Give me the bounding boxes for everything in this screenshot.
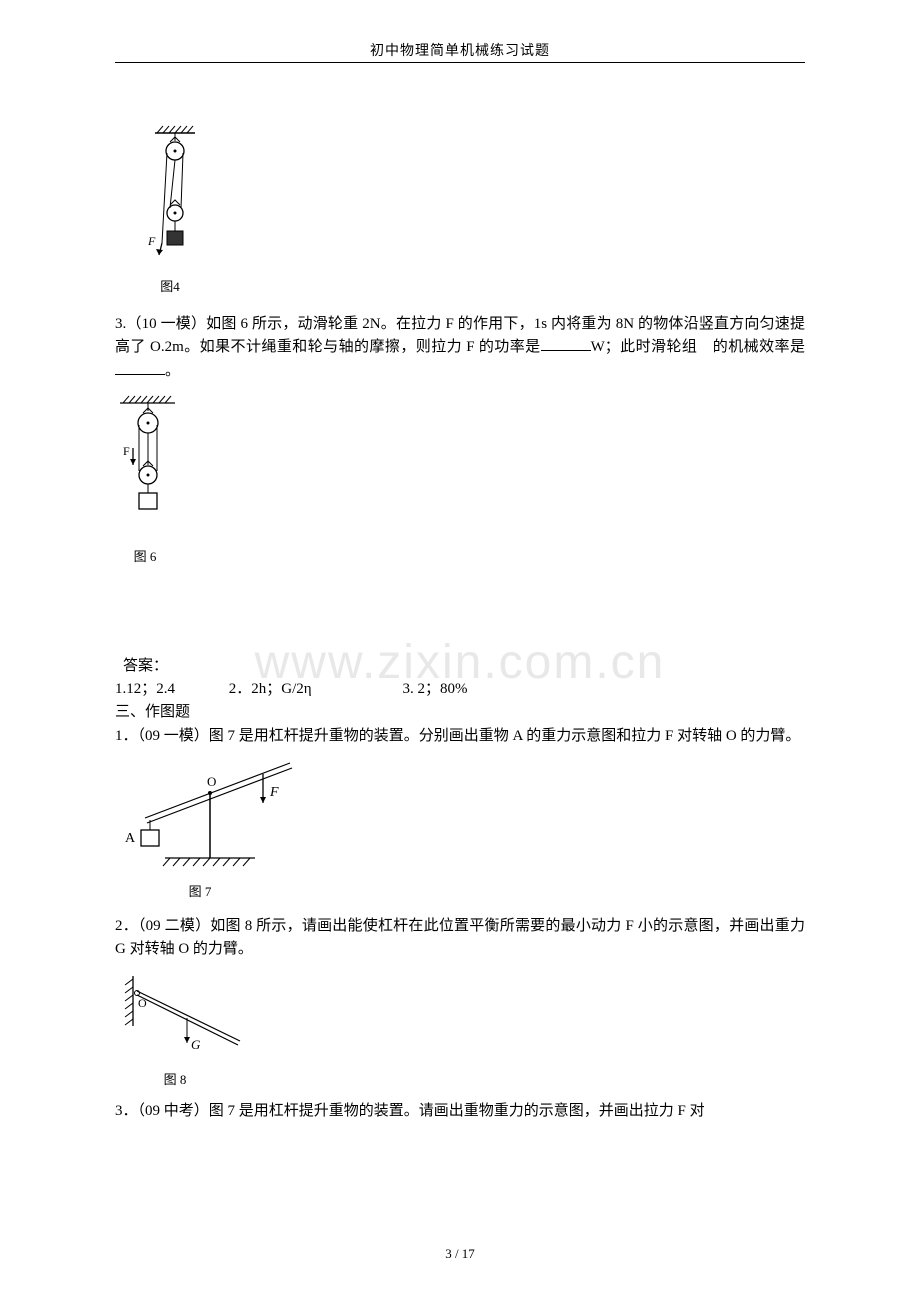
figure-6-label-f: F bbox=[123, 444, 130, 458]
figure-4-caption: 图4 bbox=[145, 276, 195, 295]
figure-8-svg: O G bbox=[115, 971, 255, 1066]
figure-4: F 图4 bbox=[145, 123, 805, 295]
blank-efficiency[interactable] bbox=[115, 360, 165, 375]
figure-8-label-g: G bbox=[191, 1037, 201, 1052]
section-3-title: 三、作图题 bbox=[115, 701, 805, 724]
figure-6: F 图 6 bbox=[115, 393, 805, 565]
figure-6-caption: 图 6 bbox=[115, 546, 175, 565]
figure-7: O A F 图 7 bbox=[115, 758, 805, 900]
question-3: 3.（10 一模）如图 6 所示，动滑轮重 2N。在拉力 F 的作用下，1s 内… bbox=[115, 313, 805, 383]
problem-2: 2．（09 二模）如图 8 所示，请画出能使杠杆在此位置平衡所需要的最小动力 F… bbox=[115, 915, 805, 962]
answer-1: 1.12；2.4 bbox=[115, 678, 225, 701]
figure-6-svg: F bbox=[115, 393, 185, 543]
question-3-text-b: W；此时滑轮组 的机械效率是 bbox=[591, 339, 805, 355]
answers-line: 1.12；2.4 2．2h；G/2η 3. 2；80% bbox=[115, 678, 805, 701]
figure-7-label-f: F bbox=[269, 785, 279, 800]
header-rule bbox=[115, 62, 805, 63]
answers-label: 答案： bbox=[123, 655, 805, 678]
problem-1: 1．（09 一模）图 7 是用杠杆提升重物的装置。分别画出重物 A 的重力示意图… bbox=[115, 725, 805, 748]
answer-3: 3. 2；80% bbox=[403, 678, 468, 701]
page-footer: 3 / 17 bbox=[0, 1246, 920, 1262]
answer-2: 2．2h；G/2η bbox=[229, 678, 399, 701]
figure-7-svg: O A F bbox=[115, 758, 305, 878]
question-3-text-c: 。 bbox=[165, 363, 180, 379]
figure-4-svg: F bbox=[145, 123, 205, 273]
page-header-title: 初中物理简单机械练习试题 bbox=[115, 40, 805, 60]
figure-7-caption: 图 7 bbox=[115, 881, 285, 900]
figure-8: O G 图 8 bbox=[115, 971, 805, 1088]
figure-7-label-a: A bbox=[125, 831, 136, 846]
blank-power[interactable] bbox=[541, 336, 591, 351]
figure-8-caption: 图 8 bbox=[115, 1069, 235, 1088]
problem-3: 3．（09 中考）图 7 是用杠杆提升重物的装置。请画出重物重力的示意图，并画出… bbox=[115, 1100, 805, 1123]
figure-7-label-o: O bbox=[207, 774, 216, 789]
figure-4-label-f: F bbox=[147, 234, 156, 248]
